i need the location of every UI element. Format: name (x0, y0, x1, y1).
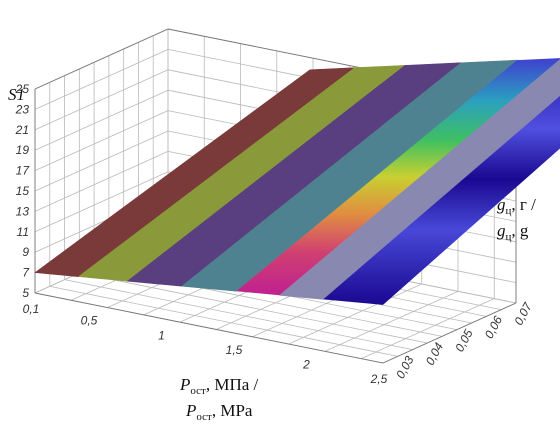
surface-band-4 (236, 58, 560, 296)
floor-grid-x-7 (288, 283, 422, 345)
y-axis-label-rest-2: , g (511, 221, 529, 240)
z-tick-label: 23 (15, 102, 30, 116)
x-axis-label-line1: Pост, МПа / (179, 375, 259, 397)
floor-grid-y-3 (79, 272, 428, 344)
x-tick-label: 1,5 (226, 343, 243, 357)
x-axis-label-main: P (179, 375, 190, 394)
y-axis-label-main: g (497, 195, 506, 214)
z-tick-label: 17 (16, 164, 31, 178)
left-wall-grid-z-9 (34, 49, 169, 110)
x-axis-label-sub-2: ост (196, 411, 212, 423)
x-tick-label: 0,1 (23, 302, 40, 316)
z-tick-label: 7 (22, 266, 30, 280)
z-tick-label: 13 (16, 204, 30, 218)
z-axis-label: S1 (8, 85, 25, 104)
y-tick-label: 0,04 (423, 340, 446, 367)
surface-layer (34, 58, 560, 305)
left-wall-grid-z-3 (34, 171, 169, 233)
floor-grid-y-1 (49, 285, 398, 357)
z-tick-label: 5 (22, 286, 29, 300)
z-tick-label: 25 (15, 82, 30, 96)
y-axis-label-line1: gц, г / (497, 195, 536, 217)
x-axis-label-main-2: P (185, 401, 196, 420)
y-axis-label-main-2: g (497, 221, 506, 240)
y-tick-label: 0,06 (482, 313, 505, 340)
z-tick-label: 15 (16, 184, 30, 198)
y-tick-label: 0,03 (393, 353, 416, 380)
floor-grid-x-8 (324, 290, 459, 352)
left-wall-grid-z-8 (34, 69, 169, 131)
left-wall-grid-z-6 (34, 110, 169, 171)
floor-edge-right (382, 302, 517, 364)
z-tick-label: 21 (15, 123, 29, 137)
left-wall-grid-z-4 (34, 151, 169, 212)
left-wall-grid-z-5 (34, 130, 169, 192)
z-tick-label: 19 (16, 143, 30, 157)
surface-band-6 (323, 95, 560, 305)
z-tick-label: 9 (22, 245, 29, 259)
y-axis-label-sub-2: ц (506, 231, 512, 243)
x-tick-label: 1 (158, 328, 165, 342)
y-axis-label-rest: , г / (511, 195, 536, 214)
x-axis-label-sub: ост (190, 385, 206, 397)
x-axis-label-rest-2: , MPa (212, 401, 253, 420)
x-axis-label-line2: Pост, MPa (185, 401, 253, 423)
left-top-edge (34, 28, 169, 90)
y-axis-label-sub: ц (506, 205, 512, 217)
floor-grid-x-9 (361, 298, 495, 359)
y-axis-label-line2: gц, g (497, 221, 529, 243)
x-tick-label: 0,5 (81, 314, 98, 328)
z-tick-label: 11 (17, 225, 29, 239)
floor-edge-front (34, 292, 384, 364)
x-axis-label-rest: , МПа / (206, 375, 259, 394)
y-tick-label: 0,05 (452, 327, 475, 354)
floor-grid-y-2 (64, 279, 413, 351)
x-tick-label: 2 (302, 357, 310, 371)
left-wall-grid-z-7 (34, 89, 169, 151)
x-tick-label: 2,5 (370, 372, 388, 386)
surface-band-5 (278, 59, 560, 300)
